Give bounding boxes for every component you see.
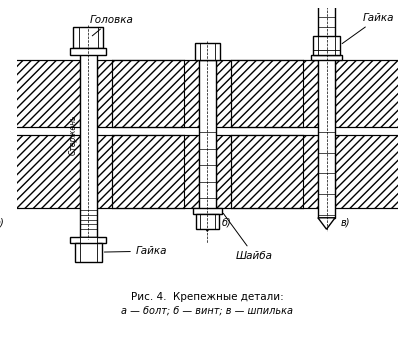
Bar: [216, 60, 303, 127]
Bar: [193, 208, 222, 214]
Bar: [313, 36, 340, 55]
Bar: [0, 135, 80, 208]
Bar: [231, 135, 318, 208]
Bar: [73, 27, 104, 48]
Text: Гайка: Гайка: [104, 246, 167, 256]
Bar: [112, 135, 199, 208]
Text: Шайба: Шайба: [223, 213, 273, 261]
Bar: [0, 60, 80, 127]
Text: Головка: Головка: [90, 14, 134, 36]
Polygon shape: [318, 218, 335, 229]
Bar: [80, 48, 97, 237]
Bar: [216, 135, 303, 208]
Bar: [335, 60, 400, 127]
Bar: [97, 60, 184, 127]
Text: Рис. 4.  Крепежные детали:: Рис. 4. Крепежные детали:: [131, 292, 284, 302]
Bar: [80, 237, 97, 243]
Bar: [196, 214, 219, 229]
Bar: [231, 60, 318, 127]
Bar: [70, 48, 106, 55]
Polygon shape: [199, 218, 216, 231]
Bar: [70, 237, 106, 243]
Text: б): б): [222, 218, 231, 228]
Bar: [311, 55, 342, 60]
Text: Стержень: Стержень: [69, 114, 78, 155]
Bar: [318, 0, 335, 218]
Text: Гайка: Гайка: [342, 13, 394, 43]
Text: в): в): [341, 218, 350, 228]
Text: а — болт; б — винт; в — шпилька: а — болт; б — винт; в — шпилька: [121, 305, 293, 315]
Bar: [335, 135, 400, 208]
Bar: [195, 43, 220, 60]
Bar: [75, 243, 102, 262]
Bar: [97, 135, 184, 208]
Text: а): а): [0, 218, 4, 228]
Bar: [199, 60, 216, 218]
Bar: [112, 60, 199, 127]
